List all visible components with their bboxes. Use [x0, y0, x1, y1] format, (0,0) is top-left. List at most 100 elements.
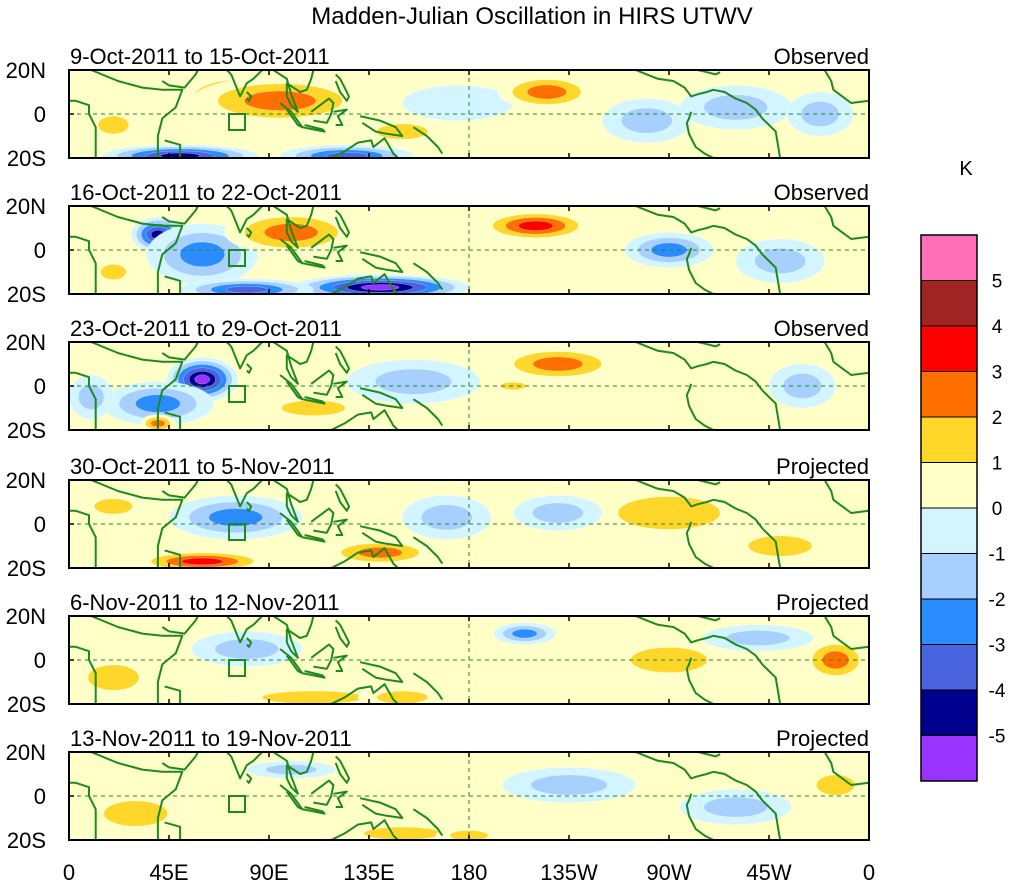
coastline: [272, 616, 315, 659]
coastline: [320, 683, 399, 704]
coastline: [334, 345, 350, 374]
contour-band: [244, 90, 317, 111]
anomaly-7: [191, 631, 303, 667]
panel-6: 20N 0 20S 13-Nov-2011 to 19-Nov-2011 Project…: [6, 726, 870, 853]
contour-band: [526, 84, 567, 100]
coastline: [823, 752, 869, 786]
contour-band: [703, 796, 768, 818]
coastline: [412, 808, 444, 837]
colorbar-label: 2: [992, 408, 1003, 429]
anomaly-5: [513, 495, 603, 531]
anomaly-3: [402, 85, 514, 121]
coastline: [310, 507, 335, 534]
coastline: [215, 70, 264, 98]
coastline: [246, 227, 253, 238]
colorbar-swatch: [920, 689, 978, 736]
coastline: [69, 70, 184, 158]
anomaly-2: [135, 550, 270, 568]
coastline: [333, 518, 348, 536]
coastline: [69, 480, 184, 568]
coastline: [823, 480, 869, 514]
colorbar-swatch: [920, 553, 978, 600]
x-tick-label: 90W: [646, 860, 691, 885]
panel-period-label: 30-Oct-2011 to 5-Nov-2011: [70, 454, 335, 479]
anomaly-7: [768, 363, 836, 409]
colorbar-units-label: K: [959, 158, 973, 180]
anomaly-1: [79, 791, 192, 836]
contour-band: [325, 152, 368, 158]
coastline: [69, 206, 184, 294]
panel-period-label: 6-Nov-2011 to 12-Nov-2011: [70, 590, 339, 615]
contour-band: [87, 664, 140, 691]
coastline: [694, 616, 721, 622]
anomaly-5: [257, 394, 370, 422]
x-axis: 0 45E 90E 135E 180 135W 90W 45W 0: [63, 860, 875, 885]
colorbar: 5 4 3 2 1 0 -1 -2 -3 -4 -5: [920, 234, 1006, 782]
panel-period-label: 9-Oct-2011 to 15-Oct-2011: [70, 44, 330, 69]
coastline: [412, 536, 444, 565]
panel-status-label: Projected: [776, 726, 869, 751]
anomaly-5: [69, 655, 159, 700]
x-tick-label: 0: [63, 860, 75, 885]
colorbar-swatch: [920, 462, 978, 509]
coastline: [246, 91, 253, 102]
coastline: [302, 396, 326, 405]
contour-band: [97, 115, 129, 135]
coastline: [215, 752, 264, 780]
colorbar-swatch: [920, 644, 978, 691]
coastline: [153, 206, 199, 225]
contour-band: [194, 374, 211, 385]
coastline: [359, 115, 404, 137]
coastline: [359, 661, 404, 683]
coastline: [310, 779, 335, 806]
chart-title: Madden-Julian Oscillation in HIRS UTWV: [311, 3, 752, 30]
colorbar-label: -2: [989, 590, 1006, 611]
y-tick-label: 0: [34, 238, 46, 263]
coastline: [246, 501, 253, 512]
y-tick-label: 0: [34, 784, 46, 809]
coastline: [412, 672, 444, 701]
coastlines: [69, 752, 869, 840]
contour-band: [100, 264, 127, 280]
coastline: [153, 480, 199, 499]
coastline: [164, 685, 182, 704]
coastline: [412, 398, 444, 427]
coastline: [333, 790, 348, 808]
coastlines: [69, 206, 869, 294]
coastline: [694, 752, 721, 758]
colorbar-swatch: [920, 416, 978, 463]
y-tick-label: 20N: [6, 58, 46, 83]
panel-status-label: Observed: [774, 316, 869, 341]
panel-4: 20N 0 20S 30-Oct-2011 to 5-Nov-2011 Projecte…: [6, 454, 870, 581]
anomaly-9: [91, 258, 136, 286]
coastline: [69, 342, 184, 430]
y-tick-label: 20S: [7, 418, 46, 443]
coastline: [215, 206, 264, 234]
y-tick-label: 0: [34, 512, 46, 537]
panel-1: 20N 0 20S 9-Oct-2011 to 15-Oct-2011 Observed: [6, 44, 870, 171]
x-tick-label: 135W: [540, 860, 598, 885]
colorbar-swatch: [920, 325, 978, 372]
coastline: [320, 273, 399, 294]
coastline: [359, 251, 404, 273]
anomaly-6: [179, 278, 314, 294]
anomaly-4: [479, 210, 592, 242]
coastline: [333, 654, 348, 672]
coastline: [272, 206, 315, 249]
colorbar-label: 1: [992, 454, 1003, 475]
anomaly-2: [102, 381, 214, 426]
y-tick-label: 0: [34, 102, 46, 127]
anomaly-1: [802, 637, 869, 683]
coastline: [302, 670, 326, 679]
coastline: [164, 821, 182, 840]
contour-band: [530, 774, 608, 796]
coastline: [333, 244, 348, 262]
colorbar-label: -1: [989, 545, 1006, 566]
contour-band: [421, 504, 473, 531]
panel-period-label: 13-Nov-2011 to 19-Nov-2011: [70, 726, 352, 751]
coastline: [412, 126, 444, 155]
coastline: [823, 70, 869, 104]
coastline: [302, 806, 326, 815]
coastline: [272, 752, 315, 795]
anomaly-2: [502, 767, 636, 803]
